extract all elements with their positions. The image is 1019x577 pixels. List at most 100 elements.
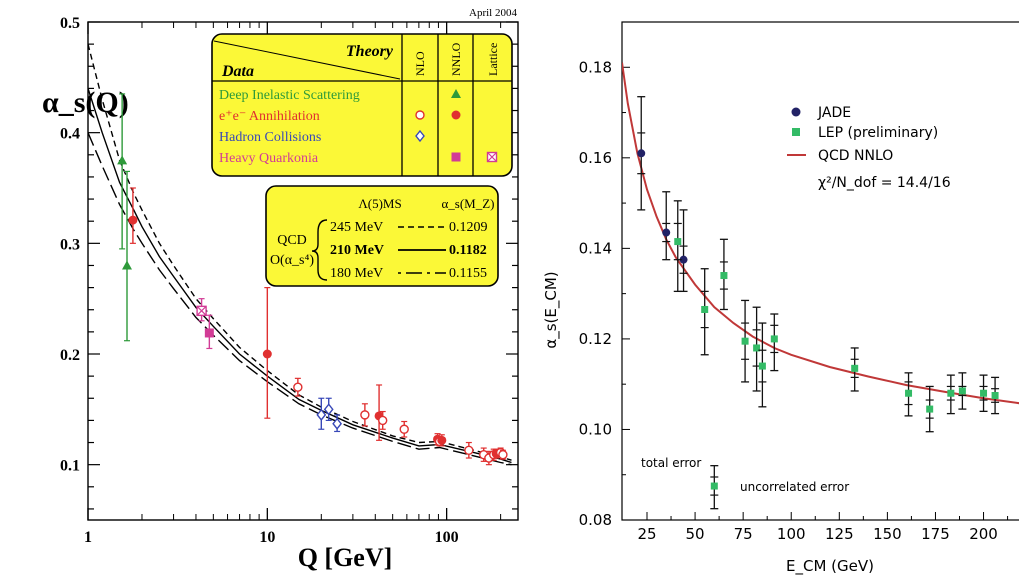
- lep-point-marker: [980, 389, 988, 397]
- left-data-marker-cross: [196, 305, 207, 316]
- lep-point-marker: [991, 392, 999, 399]
- legend-jade-label: JADE: [817, 105, 851, 121]
- qcd-alpha-1: 0.1209: [449, 220, 488, 235]
- right-y-tick-label: 0.16: [579, 149, 612, 167]
- qcd-nnlo-curve: [622, 62, 1019, 405]
- right-x-tick-label: 50: [686, 525, 705, 543]
- qcd-lambda-2: 210 MeV: [330, 243, 384, 258]
- qcd-alpha-3: 0.1155: [449, 266, 487, 281]
- left-data-marker: [360, 410, 370, 420]
- left-x-tick-label: 1: [84, 529, 92, 546]
- legend-col-nnlo: NNLO: [449, 42, 463, 76]
- left-corner-note: April 2004: [469, 7, 517, 19]
- legend-marker-triangle: [451, 89, 461, 98]
- lep-point-marker: [674, 238, 682, 246]
- legend-col-nlo: NLO: [413, 51, 427, 76]
- lep-point-marker: [947, 389, 955, 397]
- qcd-curve-dashed: [88, 43, 512, 461]
- legend-marker-open-circle: [415, 110, 425, 120]
- legend-header-right: Theory: [346, 43, 394, 60]
- right-x-tick-label: 150: [873, 525, 902, 543]
- example-error-point-marker: [710, 482, 718, 490]
- qcd-box-background: [265, 185, 499, 287]
- left-data-marker: [204, 328, 214, 338]
- right-y-tick-label: 0.12: [579, 330, 612, 348]
- left-data-marker: [399, 424, 409, 434]
- left-data-marker: [262, 349, 272, 359]
- right-legend: JADE LEP (preliminary) QCD NNLO χ²/N_dof…: [787, 105, 951, 191]
- lep-point-marker: [758, 362, 766, 370]
- legend-marker-open-diamond: [415, 129, 425, 143]
- qcd-order-label: O(α_s⁴): [270, 253, 314, 268]
- left-data-marker: [498, 450, 508, 460]
- qcd-alpha-header: α_s(M_Z): [441, 196, 494, 211]
- left-data-marker: [332, 417, 343, 430]
- qcd-parameter-box: Λ(5)MS α_s(M_Z) QCD O(α_s⁴) 245 MeV 210 …: [265, 185, 499, 287]
- left-y-tick-label: 0.4: [60, 126, 80, 143]
- left-data-marker: [117, 155, 128, 165]
- legend-row-hadron: Hadron Collisions: [219, 130, 321, 145]
- lep-point-marker: [720, 272, 728, 280]
- legend-lep-label: LEP (preliminary): [818, 125, 938, 141]
- qcd-lambda-1: 245 MeV: [330, 220, 383, 235]
- right-x-tick-label: 25: [637, 525, 656, 543]
- jade-point-marker: [679, 255, 688, 264]
- legend-row-quarkonia: Heavy Quarkonia: [219, 151, 319, 166]
- legend-background: [211, 33, 513, 177]
- legend-col-lattice: Lattice: [486, 43, 500, 76]
- left-legend-box: Data Theory NLO NNLO Lattice Deep Inelas…: [211, 33, 513, 177]
- right-y-tick-label: 0.14: [579, 239, 612, 257]
- right-qcd-curve: [622, 62, 1019, 405]
- right-chart: α_s(E_CM) E_CM (GeV) 25 50 75 100 125 150 175 2…: [542, 21, 1019, 576]
- qcd-alpha-2: 0.1182: [449, 243, 487, 258]
- lep-point-marker: [926, 405, 934, 413]
- legend-chi2-label: χ²/N_dof = 14.4/16: [818, 175, 951, 191]
- lep-point-marker: [770, 335, 778, 343]
- right-y-axis-label: α_s(E_CM): [542, 271, 561, 348]
- lep-point-marker: [905, 389, 913, 397]
- qcd-brace: [311, 219, 328, 281]
- left-data-marker: [378, 415, 388, 426]
- left-data-points: [117, 93, 508, 466]
- right-x-tick-label: 100: [777, 525, 806, 543]
- qcd-curve-longdash: [88, 132, 512, 466]
- left-y-tick-label: 0.2: [60, 347, 80, 364]
- jade-point-marker: [662, 228, 671, 237]
- left-y-tick-label: 0.5: [60, 15, 80, 32]
- legend-marker-filled-circle: [451, 110, 461, 120]
- legend-row-dis: Deep Inelastic Scattering: [219, 88, 360, 103]
- left-data-marker: [323, 403, 334, 416]
- left-chart: April 2004 α_s(Q) Q [GeV] 1 10 100 0.1 0.2 0.…: [42, 7, 519, 572]
- legend-diagonal: [213, 40, 401, 80]
- left-data-marker: [437, 435, 447, 445]
- right-data-points: [637, 96, 1000, 510]
- left-data-marker: [316, 408, 327, 421]
- right-x-tick-label: 175: [921, 525, 950, 543]
- right-x-tick-label: 125: [825, 525, 854, 543]
- lep-point-marker: [851, 364, 859, 372]
- qcd-lambda-3: 180 MeV: [330, 266, 383, 281]
- lep-point-marker: [741, 337, 749, 345]
- left-x-tick-label: 100: [435, 529, 459, 546]
- qcd-lambda-header: Λ(5)MS: [358, 196, 401, 211]
- legend-row-ee: e⁺e⁻ Annihilation: [219, 109, 320, 124]
- legend-markers: [415, 89, 498, 163]
- lep-point-marker: [753, 344, 761, 352]
- left-x-tick-label: 10: [259, 529, 275, 546]
- legend-header-left: Data: [221, 63, 254, 80]
- left-x-axis-label: Q [GeV]: [298, 543, 393, 572]
- left-data-marker: [128, 215, 138, 225]
- jade-point-marker: [637, 149, 646, 158]
- right-x-tick-label: 75: [734, 525, 753, 543]
- left-data-marker: [293, 382, 303, 392]
- lep-point-marker: [958, 387, 966, 395]
- annotation-total-error: total error: [641, 456, 701, 470]
- annotation-uncorrelated-error: uncorrelated error: [740, 480, 849, 494]
- left-y-tick-label: 0.1: [60, 458, 80, 475]
- left-y-axis-label: α_s(Q): [42, 86, 129, 119]
- left-axes: 1 10 100 0.1 0.2 0.3 0.4 0.5: [60, 15, 518, 546]
- legend-nnlo-label: QCD NNLO: [818, 148, 893, 164]
- qcd-label: QCD: [277, 233, 307, 248]
- legend-marker-filled-square: [451, 152, 461, 162]
